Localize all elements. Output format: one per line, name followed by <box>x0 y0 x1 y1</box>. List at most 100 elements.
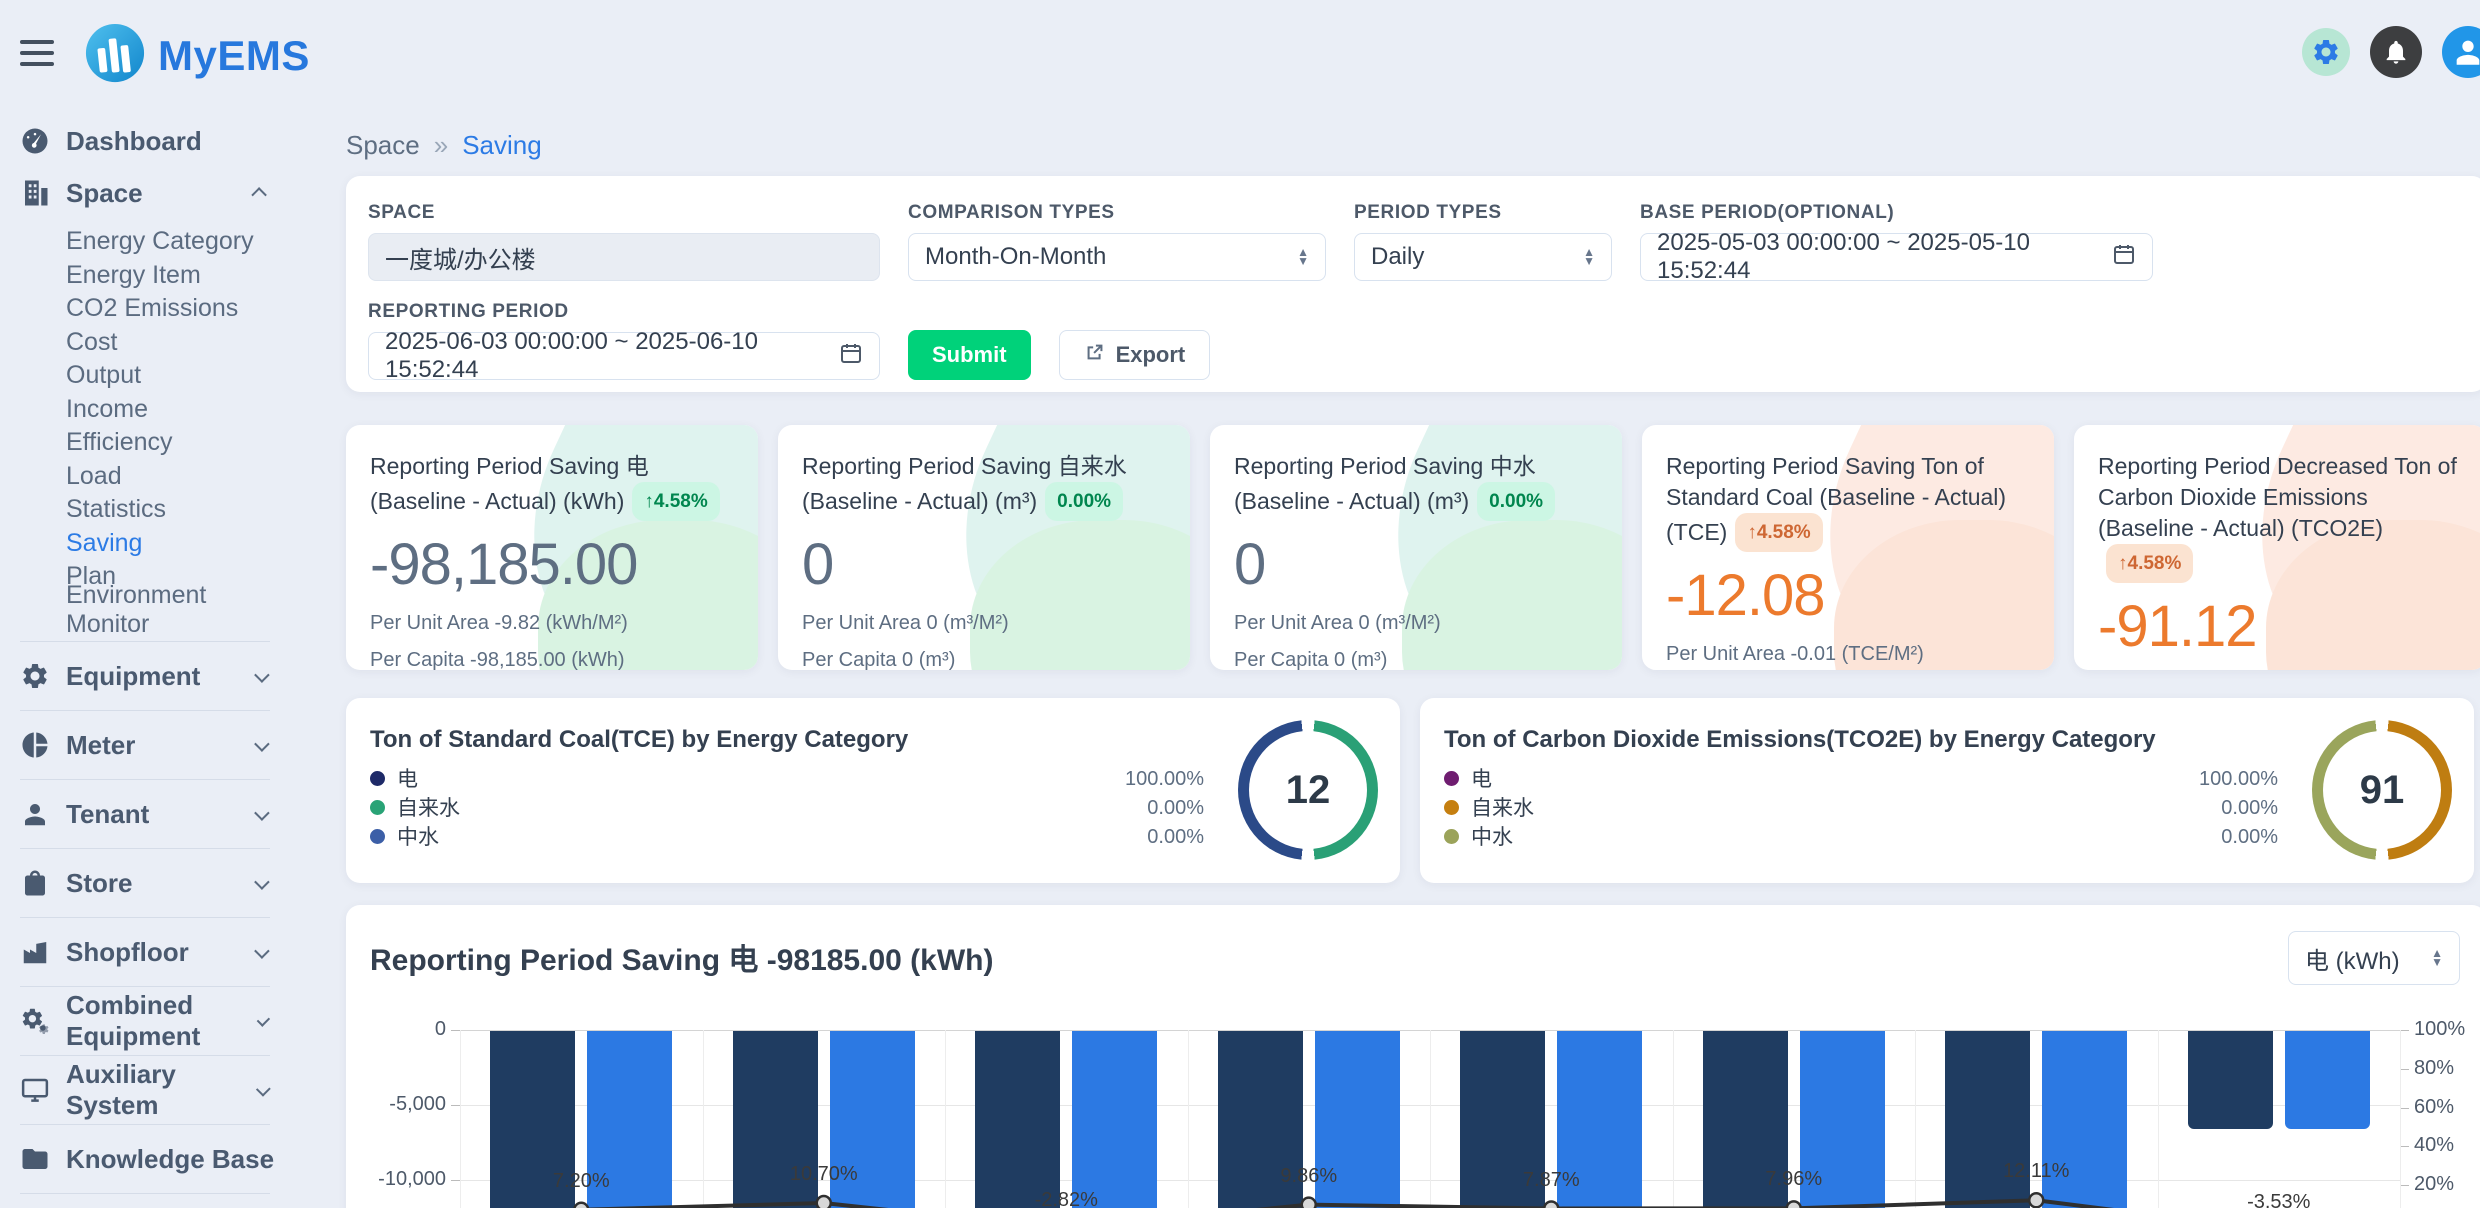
sidebar-item-auxiliary-system[interactable]: Auxiliary System <box>20 1059 296 1120</box>
reporting-period-value: 2025-06-03 00:00:00 ~ 2025-06-10 15:52:4… <box>385 328 758 383</box>
sidebar-item-income[interactable]: Income <box>66 394 148 423</box>
legend-item[interactable]: 电 <box>1444 768 1534 791</box>
sidebar-item-tenant[interactable]: Tenant <box>20 784 296 844</box>
breadcrumb-parent[interactable]: Space <box>346 130 420 160</box>
legend-dot-icon <box>1444 799 1459 815</box>
actual-bar[interactable] <box>1072 1031 1158 1208</box>
sidebar-item-statistics[interactable]: Statistics <box>66 495 167 524</box>
right-axis-tick-label: 100% <box>2414 1018 2466 1040</box>
saving-rate-label: 7.96% <box>1765 1168 1823 1191</box>
line-point-marker[interactable] <box>815 1194 832 1208</box>
line-point-marker[interactable] <box>2028 1192 2045 1208</box>
legend-item[interactable]: 自来水 <box>370 797 460 820</box>
sidebar-item-dashboard[interactable]: Dashboard <box>20 115 296 167</box>
select-arrows-icon: ▲ ▼ <box>1583 245 1595 268</box>
percent-value: 0.00% <box>2221 826 2278 848</box>
sidebar-item-knowledge-base[interactable]: Knowledge Base <box>20 1129 296 1189</box>
sidebar-item-label: Knowledge Base <box>66 1143 275 1174</box>
submit-button[interactable]: Submit <box>908 330 1031 380</box>
legend-label: 电 <box>397 768 418 791</box>
line-point-marker[interactable] <box>1300 1196 1317 1208</box>
gear-icon <box>20 661 50 691</box>
legend-item[interactable]: 中水 <box>370 826 460 849</box>
baseline-bar[interactable] <box>975 1031 1061 1208</box>
folder-icon <box>20 1144 50 1174</box>
building-icon <box>20 178 50 208</box>
sidebar-item-environment-monitor[interactable]: Environment Monitor <box>66 581 207 639</box>
saving-rate-label: -2.82% <box>1034 1189 1098 1208</box>
sidebar-item-store[interactable]: Store <box>20 853 296 913</box>
actual-bar[interactable] <box>829 1031 915 1208</box>
donut-ring: 12 <box>1238 720 1378 860</box>
axis-tick <box>2400 1030 2409 1031</box>
kpi-card-co2-emissions: Reporting Period Decreased Ton of Carbon… <box>2074 425 2480 670</box>
baseline-bar[interactable] <box>1460 1031 1546 1208</box>
line-point-marker[interactable] <box>573 1201 590 1208</box>
kpi-badge: ↑4.58% <box>2106 544 2194 583</box>
sidebar-item-equipment[interactable]: Equipment <box>20 646 296 706</box>
sidebar-item-shopfloor[interactable]: Shopfloor <box>20 922 296 982</box>
reporting-period-input[interactable]: 2025-06-03 00:00:00 ~ 2025-06-10 15:52:4… <box>368 328 880 383</box>
kpi-per-capita: Per Capita 0 (m³) <box>802 649 956 670</box>
gauge-icon <box>20 126 50 156</box>
kpi-card-standard-coal: Reporting Period Saving Ton of Standard … <box>1642 425 2054 670</box>
sidebar-item-label: Shopfloor <box>66 936 189 967</box>
actual-bar[interactable] <box>2042 1031 2128 1208</box>
chevron-down-icon <box>254 735 270 752</box>
sidebar-item-space[interactable]: Space <box>20 167 296 219</box>
calendar-icon[interactable] <box>2112 242 2136 273</box>
axis-tick <box>2400 1185 2409 1186</box>
export-button[interactable]: Export <box>1058 330 1211 380</box>
unit-select[interactable]: 电 (kWh) ▲ ▼ <box>2288 931 2460 985</box>
sidebar-item-cost[interactable]: Cost <box>66 327 118 356</box>
baseline-bar[interactable] <box>1217 1031 1303 1208</box>
actual-bar[interactable] <box>2284 1031 2370 1129</box>
kpi-badge: 0.00% <box>1045 482 1124 521</box>
axis-tick <box>2400 1068 2409 1070</box>
baseline-bar[interactable] <box>732 1031 818 1208</box>
sidebar-item-meter[interactable]: Meter <box>20 715 296 775</box>
legend-item[interactable]: 自来水 <box>1444 797 1534 820</box>
sidebar-item-efficiency[interactable]: Efficiency <box>66 428 173 457</box>
baseline-bar[interactable] <box>490 1031 576 1208</box>
kpi-per-capita: Per Capita -98,185.00 (kWh) <box>370 649 625 670</box>
legend-item[interactable]: 电 <box>370 768 460 791</box>
base-period-input[interactable]: 2025-05-03 00:00:00 ~ 2025-05-10 15:52:4… <box>1640 229 2153 284</box>
line-point-marker[interactable] <box>1785 1200 1802 1208</box>
settings-gear-icon[interactable] <box>2302 28 2350 76</box>
actual-bar[interactable] <box>1314 1031 1400 1208</box>
sidebar-item-energy-category[interactable]: Energy Category <box>66 227 254 256</box>
calendar-icon[interactable] <box>839 341 863 372</box>
user-avatar-icon[interactable] <box>2442 26 2480 78</box>
baseline-bar[interactable] <box>1945 1031 2031 1208</box>
kpi-title: Reporting Period Saving 电 (Baseline - Ac… <box>370 453 649 514</box>
base-period-value: 2025-05-03 00:00:00 ~ 2025-05-10 15:52:4… <box>1657 229 2030 284</box>
period-types-select[interactable]: Daily ▲ ▼ <box>1354 233 1612 281</box>
gridline <box>2400 1030 2401 1208</box>
line-point-marker[interactable] <box>1543 1200 1560 1208</box>
comparison-types-select[interactable]: Month-On-Month ▲ ▼ <box>908 233 1326 281</box>
space-input[interactable] <box>368 233 880 281</box>
y-axis-tick-label: -5,000 <box>389 1093 446 1115</box>
baseline-bar[interactable] <box>2187 1031 2273 1129</box>
baseline-bar[interactable] <box>1702 1031 1788 1208</box>
actual-bar[interactable] <box>1799 1031 1885 1208</box>
tce-by-category-card: Ton of Standard Coal(TCE) by Energy Cate… <box>346 698 1400 883</box>
actual-bar[interactable] <box>587 1031 673 1208</box>
sidebar-item-plan[interactable]: Plan <box>66 562 117 591</box>
legend-item[interactable]: 中水 <box>1444 826 1534 849</box>
right-axis-tick-label: 40% <box>2414 1134 2455 1157</box>
sidebar-item-co2-emissions[interactable]: CO2 Emissions <box>66 294 239 323</box>
sidebar-item-combined-equipment[interactable]: Combined Equipment <box>20 990 296 1051</box>
sidebar-item-output[interactable]: Output <box>66 361 142 390</box>
sidebar-item-energy-item[interactable]: Energy Item <box>66 260 201 289</box>
brand[interactable]: MyEMS <box>84 22 310 89</box>
menu-icon[interactable] <box>20 40 54 66</box>
actual-bar[interactable] <box>1557 1031 1643 1208</box>
breadcrumb-separator: » <box>433 130 449 160</box>
notifications-bell-icon[interactable] <box>2370 26 2422 78</box>
sidebar-item-saving[interactable]: Saving <box>66 528 143 557</box>
sidebar-item-load[interactable]: Load <box>66 461 122 490</box>
chevron-up-icon <box>251 186 267 203</box>
donut-legend: 电 自来水 中水 <box>1444 768 1534 849</box>
